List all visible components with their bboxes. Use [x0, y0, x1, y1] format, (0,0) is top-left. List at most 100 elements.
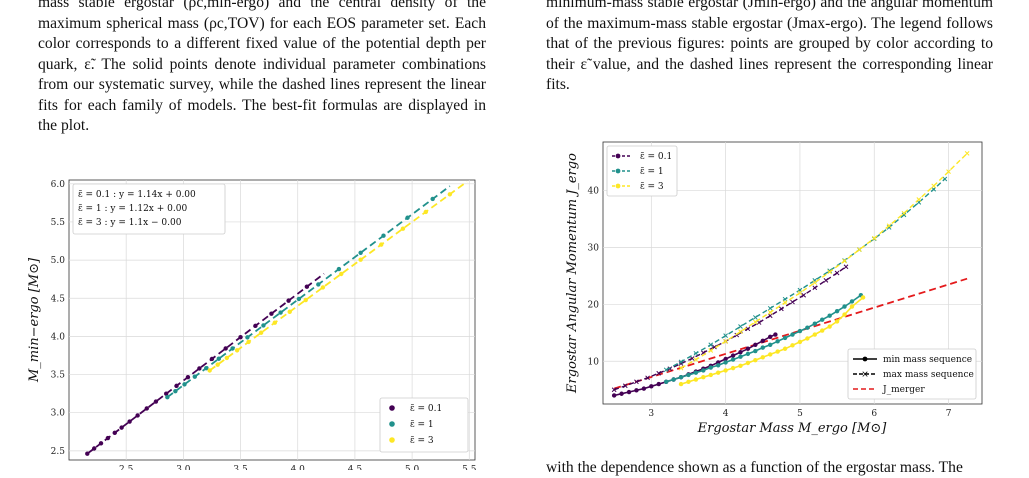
data-point: [182, 382, 187, 387]
min-point: [738, 349, 743, 355]
x-tick-label: 4.0: [291, 465, 306, 470]
legend-label-min: min mass sequence: [883, 355, 972, 365]
y-tick-label: 4.0: [51, 332, 66, 342]
data-point: [119, 425, 124, 430]
min-point: [730, 353, 736, 358]
legend-label-merger: J_merger: [882, 385, 925, 395]
min-point: [730, 357, 736, 362]
data-point: [185, 374, 191, 380]
min-point: [745, 346, 751, 351]
min-point: [753, 357, 758, 363]
data-point: [269, 311, 274, 316]
min-point: [693, 377, 699, 382]
min-point: [849, 304, 855, 309]
data-point: [358, 257, 363, 262]
y-tick-label: 2.5: [51, 447, 66, 457]
x-tick-label: 5.0: [405, 465, 420, 470]
y-axis-label: Ergostar Angular Momentum J_ergo: [565, 153, 580, 394]
fit-formula-eps1: ε̃ = 1 : y = 1.12x + 0.00: [78, 203, 187, 214]
max-point: [931, 183, 937, 189]
fit-formula-eps3: ε̃ = 3 : y = 1.1x − 0.00: [78, 217, 182, 228]
max-point: [745, 326, 751, 332]
y-tick-label: 10: [588, 357, 600, 367]
fit-line-0: [86, 272, 325, 455]
max-point: [767, 305, 773, 311]
legend-marker-eps1: [615, 168, 621, 174]
max-point: [693, 350, 699, 356]
max-point: [645, 375, 650, 381]
max-point: [901, 210, 907, 216]
data-point: [173, 389, 178, 394]
data-point: [272, 320, 278, 325]
max-point: [823, 278, 829, 283]
min-point: [834, 308, 840, 314]
data-point: [358, 250, 363, 255]
data-point: [379, 242, 384, 247]
y-tick-label: 6.0: [51, 180, 66, 190]
x-tick-label: 3.0: [176, 465, 191, 470]
mass-correlation-chart: 2.5 3.0 3.5 4.0 4.5 5.0 5.5 2.5 3.0 3.5 4.0 4.5 5.0 5…: [27, 179, 477, 470]
data-point: [245, 335, 250, 340]
data-point: [423, 209, 429, 215]
data-point: [209, 356, 215, 362]
min-point: [619, 391, 624, 396]
fit-formula-eps01: ε̃ = 0.1 : y = 1.14x + 0.00: [78, 189, 196, 200]
max-point: [842, 258, 847, 264]
data-point: [261, 323, 266, 328]
legend-left: ε̃ = 0.1 ε̃ = 1 ε̃ = 3: [379, 397, 469, 453]
data-point: [405, 215, 410, 220]
min-point: [738, 354, 743, 359]
data-point: [207, 368, 212, 373]
min-point: [693, 370, 699, 375]
legend-marker-max: ×: [861, 370, 869, 380]
data-point: [153, 399, 159, 404]
min-point: [723, 360, 728, 365]
data-point: [204, 365, 209, 371]
min-point: [760, 355, 765, 360]
legend-label-eps1: ε̃ = 1: [640, 166, 664, 177]
max-point: [886, 223, 892, 229]
max-point: [634, 379, 639, 385]
y-tick-label: 5.5: [51, 218, 66, 228]
data-point: [336, 266, 342, 272]
data-point: [98, 441, 104, 446]
data-point: [304, 284, 310, 289]
fit-formula-box: ε̃ = 0.1 : y = 1.14x + 0.00 ε̃ = 1 : y =…: [72, 183, 226, 235]
min-point: [649, 384, 654, 389]
max-point: [797, 290, 803, 296]
data-point: [91, 446, 97, 451]
min-point: [723, 356, 728, 362]
x-tick-label: 7: [946, 409, 952, 419]
data-point: [112, 430, 117, 436]
merger-line: [613, 277, 968, 390]
max-point: [942, 176, 948, 182]
data-point: [164, 391, 169, 396]
min-point: [782, 346, 788, 351]
data-point: [144, 406, 149, 411]
x-tick-label: 4: [723, 409, 729, 419]
fit-line-1: [166, 185, 451, 398]
max-point: [843, 264, 849, 270]
min-point: [686, 379, 691, 384]
min-point: [663, 379, 669, 384]
max-point: [767, 309, 773, 315]
min-point: [730, 365, 736, 371]
min-point: [797, 339, 803, 345]
min-point: [611, 393, 617, 398]
data-point: [400, 226, 406, 231]
max-point: [611, 387, 617, 393]
max-point: [834, 270, 840, 276]
min-point: [708, 372, 713, 378]
max-point: [738, 329, 743, 335]
min-point: [656, 381, 661, 387]
y-tick-label: 5.0: [51, 256, 66, 266]
min-point: [708, 365, 713, 370]
max-point: [782, 296, 788, 302]
legend-label-eps3: ε̃ = 3: [640, 181, 664, 192]
min-point: [860, 295, 866, 300]
x-tick-label: 6: [871, 409, 877, 419]
x-tick-label: 4.5: [348, 465, 363, 470]
max-point: [752, 315, 758, 320]
legend-marker-eps01: [615, 153, 621, 159]
min-point: [634, 388, 639, 393]
